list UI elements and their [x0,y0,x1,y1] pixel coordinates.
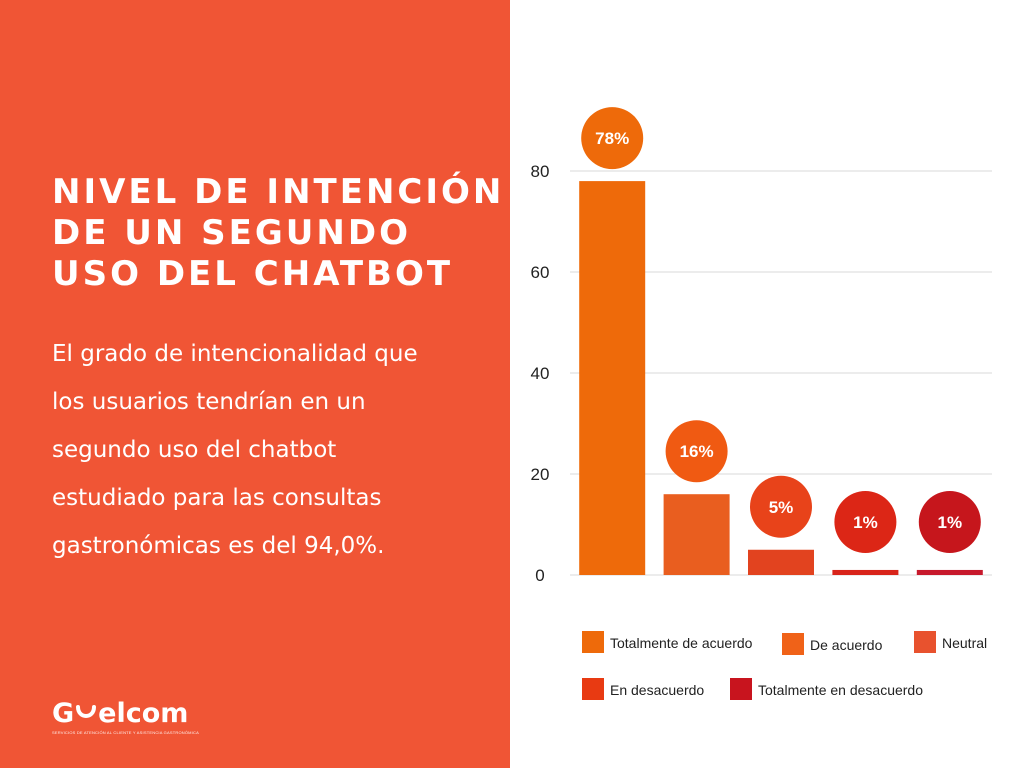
legend-swatch [582,631,604,653]
description-line: El grado de intencionalidad que [52,341,418,367]
legend-swatch [730,678,752,700]
logo-prefix: G [52,698,75,729]
logo-suffix: elcom [98,698,189,729]
data-label-bubble [750,475,812,538]
y-tick-label: 40 [531,364,550,383]
logo-tagline: SERVICIOS DE ATENCIÓN AL CLIENTE Y ASIST… [52,730,199,735]
description: El grado de intencionalidad que los usua… [52,330,482,570]
data-label: 16% [680,442,714,461]
legend-label: Totalmente de acuerdo [610,635,753,651]
legend-swatch [782,633,804,655]
bar [579,181,646,575]
bar [916,569,983,575]
bar-layer [579,181,983,575]
legend-label: En desacuerdo [610,682,704,698]
logo-u-icon [76,705,97,718]
y-tick-label: 60 [531,263,550,282]
data-label-bubble [581,107,644,170]
legend-layer: Totalmente de acuerdo De acuerdo Neutral En… [582,631,987,700]
data-label: 78% [595,129,629,148]
data-label: 1% [853,513,878,532]
legend-swatch [582,678,604,700]
data-label: 5% [769,498,794,517]
bar [663,494,730,575]
legend-swatch [914,631,936,653]
data-label-bubble [918,491,981,553]
data-label-bubble [834,491,897,553]
logo-wordmark: G elcom [52,700,212,728]
y-tick-label: 20 [531,465,550,484]
title-line: DE UN SEGUNDO [52,213,411,253]
title-line: NIVEL DE INTENCIÓN [52,172,505,212]
page-title: NIVEL DE INTENCIÓN DE UN SEGUNDO USO DEL… [52,172,505,295]
data-label: 1% [938,513,963,532]
left-panel: NIVEL DE INTENCIÓN DE UN SEGUNDO USO DEL… [0,0,510,768]
bar [748,549,814,575]
y-tick-label: 0 [535,566,544,585]
legend-label: De acuerdo [810,637,883,653]
title-line: USO DEL CHATBOT [52,254,454,294]
bar-chart: 0 20 40 60 80 78% 16% 5% 1% 1% Totalmente de acu… [531,107,992,700]
description-line: estudiado para las consultas [52,485,382,511]
bubble-layer: 78% 16% 5% 1% 1% [581,107,981,553]
description-line: segundo uso del chatbot [52,437,337,463]
description-line: gastronómicas es del 94,0%. [52,533,385,559]
data-label-bubble [665,420,728,483]
y-tick-label: 80 [531,162,550,181]
description-line: los usuarios tendrían en un [52,389,366,415]
brand-logo: G elcom SERVICIOS DE ATENCIÓN AL CLIENTE… [52,700,212,740]
legend-label: Totalmente en desacuerdo [758,682,923,698]
bar [832,569,899,575]
legend-label: Neutral [942,635,987,651]
